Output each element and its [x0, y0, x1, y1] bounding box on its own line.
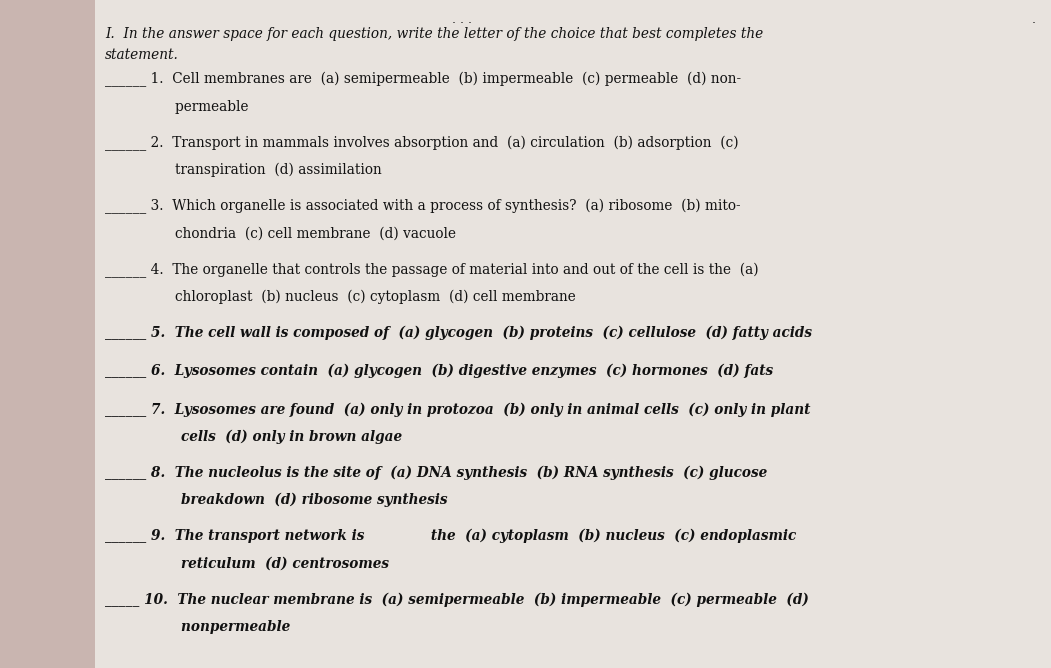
Text: ______ 1.  Cell membranes are  (a) semipermeable  (b) impermeable  (c) permeable: ______ 1. Cell membranes are (a) semiper… [105, 72, 741, 88]
Text: ______ 3.  Which organelle is associated with a process of synthesis?  (a) ribos: ______ 3. Which organelle is associated … [105, 199, 741, 214]
Text: chloroplast  (b) nucleus  (c) cytoplasm  (d) cell membrane: chloroplast (b) nucleus (c) cytoplasm (d… [105, 290, 576, 305]
Text: ______ 9.  The transport network is              the  (a) cytoplasm  (b) nucleus: ______ 9. The transport network is the (… [105, 529, 797, 544]
Text: · · ·: · · · [452, 17, 473, 29]
Text: nonpermeable: nonpermeable [105, 620, 290, 634]
Text: ______ 7.  Lysosomes are found  (a) only in protozoa  (b) only in animal cells  : ______ 7. Lysosomes are found (a) only i… [105, 402, 810, 417]
Text: transpiration  (d) assimilation: transpiration (d) assimilation [105, 163, 382, 178]
Text: _____ 10.  The nuclear membrane is  (a) semipermeable  (b) impermeable  (c) perm: _____ 10. The nuclear membrane is (a) se… [105, 593, 809, 607]
Text: ______ 6.  Lysosomes contain  (a) glycogen  (b) digestive enzymes  (c) hormones : ______ 6. Lysosomes contain (a) glycogen… [105, 364, 774, 379]
Text: chondria  (c) cell membrane  (d) vacuole: chondria (c) cell membrane (d) vacuole [105, 226, 456, 240]
Text: ______ 2.  Transport in mammals involves absorption and  (a) circulation  (b) ad: ______ 2. Transport in mammals involves … [105, 136, 739, 151]
Text: I.  In the answer space for each question, write the letter of the choice that b: I. In the answer space for each question… [105, 27, 763, 41]
Text: ______ 4.  The organelle that controls the passage of material into and out of t: ______ 4. The organelle that controls th… [105, 263, 759, 278]
Text: permeable: permeable [105, 100, 249, 114]
Text: cells  (d) only in brown algae: cells (d) only in brown algae [105, 430, 403, 444]
Text: breakdown  (d) ribosome synthesis: breakdown (d) ribosome synthesis [105, 493, 448, 508]
Text: ______ 5.  The cell wall is composed of  (a) glycogen  (b) proteins  (c) cellulo: ______ 5. The cell wall is composed of (… [105, 326, 812, 341]
FancyBboxPatch shape [0, 0, 95, 668]
Text: ·: · [1031, 17, 1035, 29]
Text: statement.: statement. [105, 48, 179, 62]
Text: reticulum  (d) centrosomes: reticulum (d) centrosomes [105, 556, 389, 570]
FancyBboxPatch shape [95, 0, 1051, 668]
Text: ______ 8.  The nucleolus is the site of  (a) DNA synthesis  (b) RNA synthesis  (: ______ 8. The nucleolus is the site of (… [105, 466, 767, 480]
